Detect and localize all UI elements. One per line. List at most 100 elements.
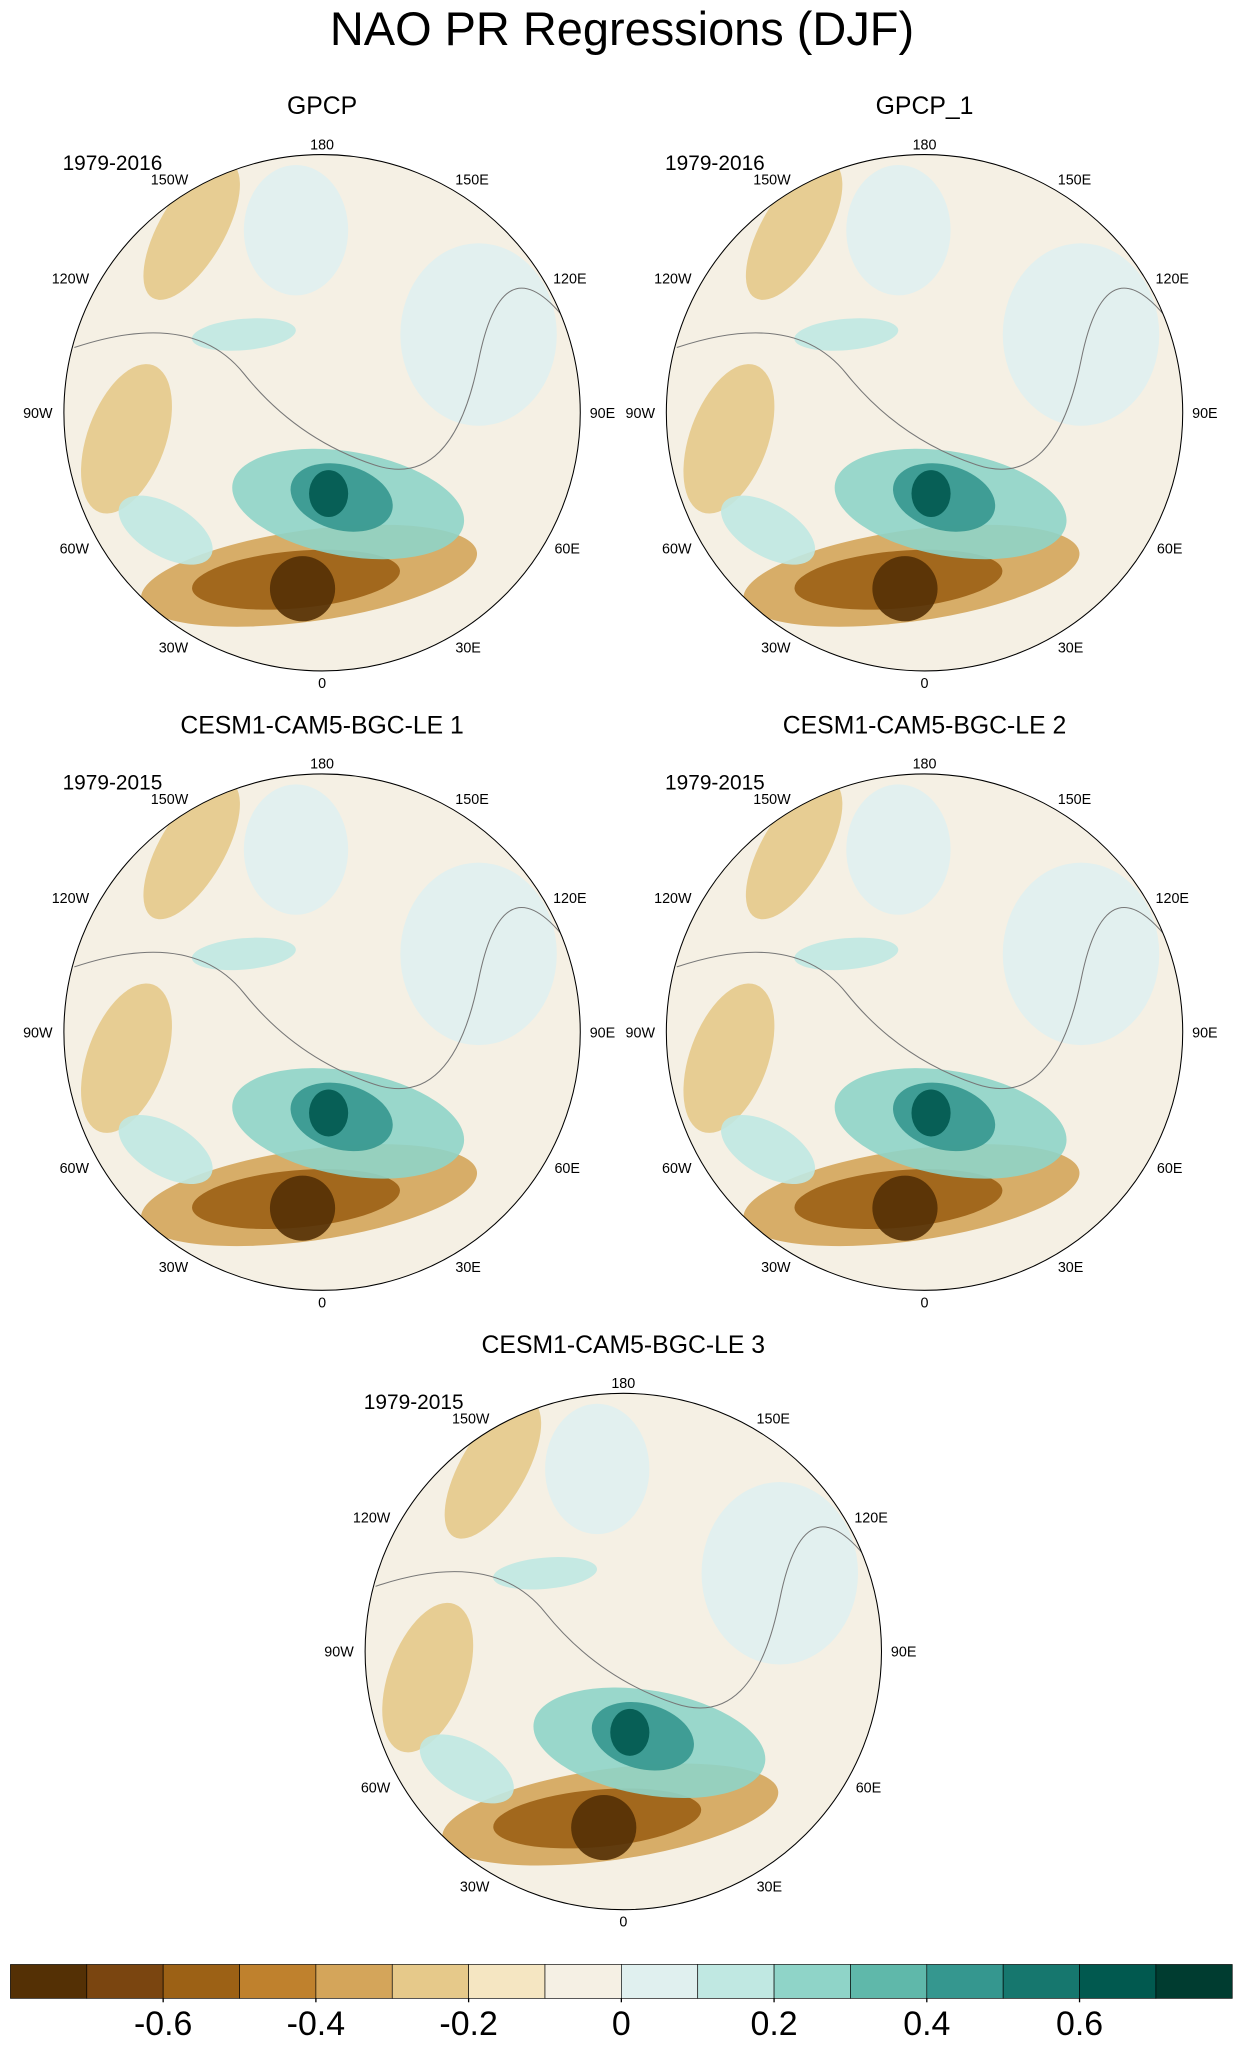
colorbar-tick-label: -0.2: [439, 2005, 497, 2043]
map-shading: [365, 1393, 882, 1910]
colorbar-tick-label: 0.4: [903, 2005, 950, 2043]
colorbar-box: [697, 1964, 775, 1999]
shading-blob: [444, 1399, 542, 1539]
shading-blob: [382, 1602, 474, 1753]
colorbar-tick-label: 0.6: [1056, 2005, 1103, 2043]
longitude-label: 60E: [1157, 542, 1183, 558]
shading-blob: [1002, 243, 1160, 426]
colorbar-box: [1002, 1964, 1080, 1999]
shading-blob: [610, 1708, 650, 1756]
colorbar-tick-label: 0.2: [751, 2005, 798, 2043]
panel-period: 1979-2016: [63, 152, 163, 175]
longitude-label: 0: [318, 676, 326, 692]
colorbar-box: [162, 1964, 240, 1999]
longitude-label: 30W: [761, 1260, 791, 1276]
colorbar-box: [468, 1964, 546, 1999]
coastline: [676, 287, 1180, 470]
colorbar-box: [10, 1964, 88, 1999]
shading-blob: [872, 1175, 938, 1241]
colorbar-box: [850, 1964, 928, 1999]
coastline: [676, 907, 1180, 1090]
panel-title: GPCP: [287, 93, 357, 120]
shading-blob: [545, 1403, 650, 1535]
longitude-label: 120W: [52, 891, 90, 907]
shading-blob: [683, 983, 775, 1133]
longitude-label: 60W: [662, 1161, 692, 1177]
longitude-label: 150W: [753, 792, 791, 808]
shading-blob: [701, 1482, 859, 1665]
shading-blob: [683, 364, 775, 514]
longitude-label: 60W: [60, 1161, 90, 1177]
longitude-label: 120E: [553, 891, 586, 907]
shading-blob: [745, 160, 843, 300]
shading-blob: [794, 318, 899, 351]
longitude-label: 30E: [455, 641, 481, 657]
shading-blob: [143, 779, 240, 920]
longitude-label: 150E: [757, 1411, 790, 1427]
shading-blob: [269, 556, 336, 622]
colorbar-box: [544, 1964, 622, 1999]
colorbar-box: [86, 1964, 164, 1999]
shading-blob: [419, 1734, 514, 1804]
shading-blob: [1002, 862, 1160, 1046]
longitude-label: 180: [310, 757, 334, 773]
longitude-label: 0: [921, 676, 929, 692]
shading-blob: [191, 937, 296, 971]
colorbar-tick-label: -0.4: [287, 2005, 345, 2043]
shading-blob: [309, 470, 349, 518]
longitude-label: 90W: [626, 406, 656, 422]
longitude-label: 90E: [590, 406, 616, 422]
longitude-label: 120W: [654, 272, 692, 288]
longitude-label: 0: [619, 1915, 627, 1931]
shading-blob: [846, 784, 951, 915]
shading-blob: [721, 1114, 816, 1184]
shading-blob: [400, 862, 557, 1046]
longitude-label: 60E: [1157, 1161, 1183, 1177]
longitude-label: 150W: [151, 792, 189, 808]
longitude-label: 30W: [159, 641, 189, 657]
longitude-label: 30E: [455, 1260, 481, 1276]
colorbar-tick-label: 0: [612, 2005, 631, 2043]
colorbar-box: [1155, 1964, 1233, 1999]
coastline: [74, 907, 577, 1090]
colorbar-tick-label: -0.6: [134, 2005, 192, 2043]
colorbar-box: [391, 1964, 469, 1999]
longitude-label: 120E: [1156, 272, 1189, 288]
shading-blob: [400, 243, 557, 426]
shading-blob: [309, 1089, 349, 1137]
panel-title: GPCP_1: [876, 93, 974, 120]
panel-title: CESM1-CAM5-BGC-LE 2: [783, 713, 1067, 740]
shading-blob: [846, 164, 951, 296]
longitude-label: 90E: [1192, 406, 1218, 422]
longitude-label: 150E: [455, 792, 488, 808]
longitude-label: 180: [310, 137, 334, 153]
shading-blob: [911, 470, 951, 518]
longitude-label: 60E: [856, 1780, 882, 1796]
map-shading: [666, 773, 1183, 1291]
longitude-label: 150W: [753, 173, 791, 189]
longitude-label: 60W: [60, 542, 90, 558]
longitude-label: 90W: [23, 406, 53, 422]
longitude-label: 90E: [1192, 1025, 1218, 1041]
figure-title: NAO PR Regressions (DJF): [330, 3, 914, 55]
longitude-label: 60W: [662, 542, 692, 558]
panel-period: 1979-2016: [665, 152, 765, 175]
colorbar-box: [621, 1964, 699, 1999]
longitude-label: 180: [913, 137, 937, 153]
shading-blob: [911, 1089, 951, 1137]
longitude-label: 90W: [324, 1645, 354, 1661]
longitude-label: 0: [318, 1295, 326, 1311]
shading-blob: [243, 784, 349, 915]
longitude-label: 60W: [361, 1780, 391, 1796]
shading-blob: [872, 556, 938, 622]
longitude-label: 180: [611, 1376, 635, 1392]
colorbar-box: [315, 1964, 393, 1999]
shading-blob: [493, 1557, 598, 1590]
longitude-label: 90E: [590, 1025, 616, 1041]
longitude-label: 30W: [761, 641, 791, 657]
longitude-label: 150W: [151, 173, 189, 189]
shading-blob: [794, 937, 899, 971]
longitude-label: 150E: [1058, 792, 1091, 808]
shading-blob: [721, 495, 816, 565]
